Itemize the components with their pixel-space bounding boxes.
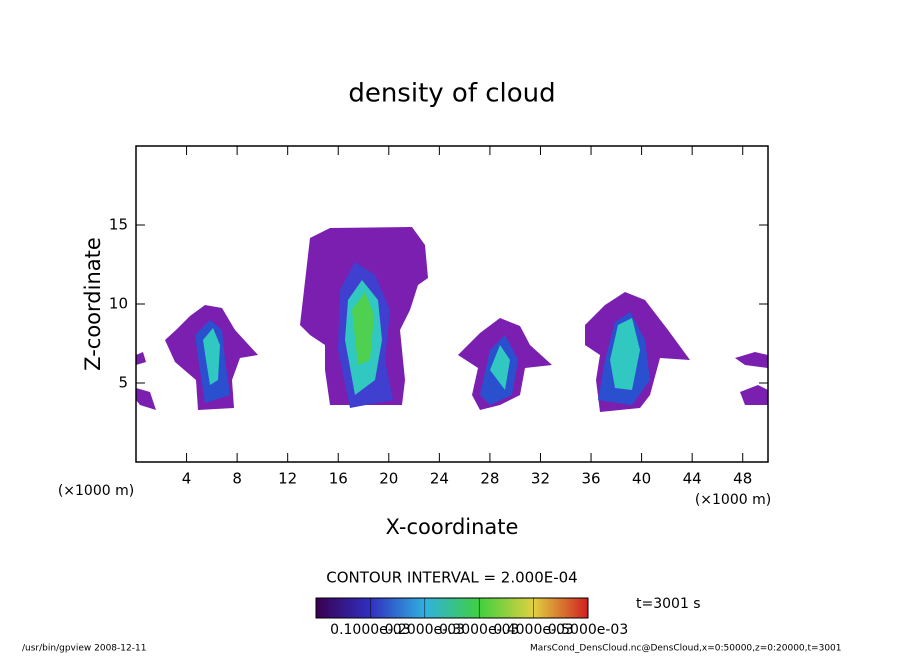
x-units: (×1000 m): [695, 492, 771, 508]
colorbar-label: 0.3000e-03: [439, 622, 519, 638]
x-tick-label: 4: [182, 470, 192, 488]
colorbar: [315, 597, 589, 619]
contour-interval: CONTOUR INTERVAL = 2.000E-04: [326, 569, 577, 587]
x-tick-label: 16: [329, 470, 348, 488]
x-tick-label: 40: [632, 470, 651, 488]
x-tick-label: 12: [278, 470, 297, 488]
y-axis-label: Z-coordinate: [81, 237, 105, 371]
x-tick-label: 8: [232, 470, 242, 488]
x-tick-label: 28: [480, 470, 499, 488]
footer-right: MarsCond_DensCloud.nc@DensCloud,x=0:5000…: [530, 644, 842, 654]
time-label: t=3001 s: [636, 596, 701, 612]
cloud-region: [490, 345, 510, 390]
footer-left: /usr/bin/gpview 2008-12-11: [22, 644, 146, 654]
cloud-region: [352, 292, 374, 365]
colorbar-label: 0.2000e-03: [385, 622, 465, 638]
colorbar-label: 0.1000e-03: [330, 622, 410, 638]
x-units: (×1000 m): [58, 483, 134, 499]
colorbar-label: 0.5000e-03: [548, 622, 628, 638]
x-tick-label: 32: [531, 470, 550, 488]
x-tick-label: 36: [581, 470, 600, 488]
y-tick-label: 5: [118, 374, 128, 392]
colorbar-label: 0.4000e-03: [493, 622, 573, 638]
plot-frame: [135, 145, 769, 463]
x-tick-label: 24: [430, 470, 449, 488]
x-tick-label: 20: [379, 470, 398, 488]
y-tick-label: 10: [109, 295, 128, 313]
cloud-region: [203, 328, 220, 385]
cloud-region: [136, 352, 156, 410]
cloud-region: [735, 352, 768, 405]
cloud-field: [136, 227, 768, 412]
x-tick-label: 44: [683, 470, 702, 488]
x-axis-label: X-coordinate: [386, 515, 519, 539]
chart-title: density of cloud: [348, 79, 555, 109]
cloud-region: [610, 318, 640, 390]
y-tick-label: 15: [109, 216, 128, 234]
x-tick-label: 48: [733, 470, 752, 488]
